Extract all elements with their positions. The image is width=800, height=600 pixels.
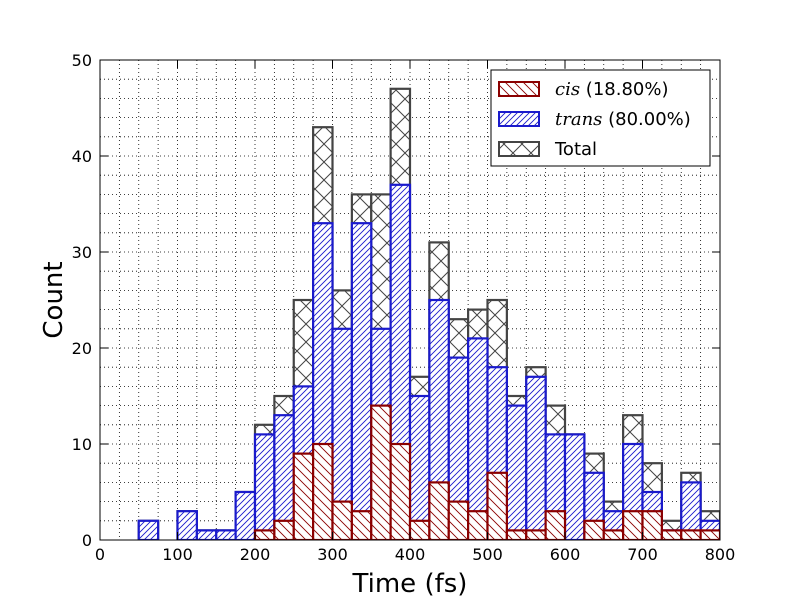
x-tick-label: 200 [240,545,271,564]
bar-cis [428,481,450,540]
bar-trans [350,222,373,540]
x-tick-label: 700 [627,545,658,564]
y-tick-label: 30 [72,243,92,262]
axis-ticks [99,59,721,541]
bar-cis [622,510,644,540]
y-tick-label: 10 [72,435,92,454]
bar-cis [331,500,353,540]
bar-trans [253,433,276,540]
bar-trans [176,510,198,540]
bar-cis [641,510,663,540]
bar-cis [544,510,567,540]
bar-cis [292,452,315,540]
bar-cis [602,529,625,540]
bar-cis [467,510,489,540]
x-tick-label: 300 [317,545,348,564]
legend-label-trans: trans (80.00%) [555,109,691,130]
x-tick-label: 600 [550,545,581,564]
bar-cis [699,529,720,540]
bar-cis [486,471,508,540]
bar-cis [447,500,470,540]
x-tick-label: 500 [472,545,503,564]
bar-cis [525,529,547,540]
x-tick-label: 100 [162,545,193,564]
tick-labels: 0 100 200 300 400 500 600 700 800 0 10 20 30 40 50 [72,51,736,564]
x-tick-label: 0 [95,545,105,564]
y-tick-label: 20 [72,339,92,358]
legend-pct-cis: (18.80%) [580,79,668,100]
bar-trans [234,490,257,540]
y-axis-title: Count [39,261,69,338]
legend-pct-trans: (80.00%) [602,109,690,130]
bar-cis [680,529,702,540]
bar-cis [273,519,295,540]
legend-swatch-total [498,141,540,157]
legend-name-trans: trans [555,109,602,130]
bar-cis [312,442,334,540]
legend: cis (18.80%)trans (80.00%)Total [490,69,711,167]
x-axis-title: Time (fs) [352,569,468,599]
bar-trans [408,394,431,540]
series-cis [253,404,720,540]
bar-trans [137,519,160,540]
bar-cis [350,510,373,540]
bar-cis [583,519,605,540]
legend-swatch-trans [498,111,540,127]
y-tick-label: 40 [72,147,92,166]
bar-trans [525,375,547,540]
bar-cis [660,529,683,540]
x-tick-label: 400 [395,545,426,564]
bar-trans [467,337,489,540]
bar-cis [370,404,392,540]
bars [137,87,720,540]
y-tick-label: 0 [82,531,92,550]
bar-cis [253,529,276,540]
legend-label-cis: cis (18.80%) [555,79,668,100]
legend-name-cis: cis [555,79,580,100]
bar-cis [505,529,528,540]
bar-cis [408,519,431,540]
legend-label-total: Total [554,139,597,160]
bar-trans [505,404,528,540]
legend-swatch-cis [498,81,540,97]
bar-cis [389,442,412,540]
bar-trans [563,433,586,540]
y-tick-label: 50 [72,51,92,70]
x-tick-label: 800 [705,545,736,564]
bar-trans [195,529,218,540]
bar-trans [215,529,237,540]
